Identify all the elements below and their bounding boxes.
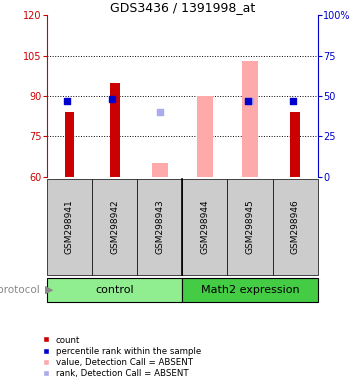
Text: protocol: protocol [0, 285, 40, 295]
Title: GDS3436 / 1391998_at: GDS3436 / 1391998_at [110, 1, 255, 14]
Bar [110, 83, 119, 177]
Bar [273, 179, 318, 275]
Point [157, 109, 162, 115]
Point [290, 98, 296, 104]
Bar [137, 179, 182, 275]
Text: GSM298946: GSM298946 [291, 199, 300, 254]
Legend: count, percentile rank within the sample, value, Detection Call = ABSENT, rank, : count, percentile rank within the sample… [40, 334, 203, 380]
Text: ▶: ▶ [45, 285, 54, 295]
Text: Math2 expression: Math2 expression [201, 285, 299, 295]
Text: GSM298943: GSM298943 [155, 199, 164, 254]
Bar [92, 179, 137, 275]
Bar [242, 61, 258, 177]
Bar [182, 179, 227, 275]
Bar [47, 179, 92, 275]
Point [245, 98, 251, 104]
Text: GSM298945: GSM298945 [245, 199, 255, 254]
Bar [197, 96, 213, 177]
Bar [152, 163, 168, 177]
Point [247, 98, 253, 104]
Text: GSM298944: GSM298944 [200, 199, 209, 254]
Bar [182, 278, 318, 302]
Bar [65, 112, 74, 177]
Bar [227, 179, 273, 275]
Bar [290, 112, 300, 177]
Point [109, 96, 115, 102]
Text: GSM298941: GSM298941 [65, 199, 74, 254]
Point [64, 98, 70, 104]
Text: control: control [95, 285, 134, 295]
Bar [47, 278, 182, 302]
Text: GSM298942: GSM298942 [110, 199, 119, 254]
